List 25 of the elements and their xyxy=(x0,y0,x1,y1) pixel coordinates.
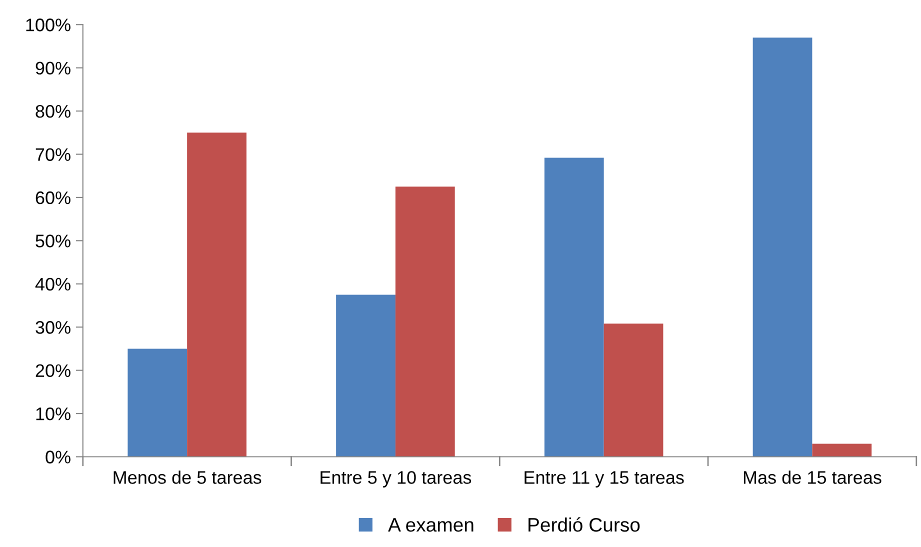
y-tick-label: 90% xyxy=(36,62,70,75)
y-tick-label: 80% xyxy=(36,104,70,118)
bar xyxy=(544,158,604,457)
x-tick-label: Mas de 15 tareas xyxy=(744,470,882,484)
bar xyxy=(604,324,664,457)
y-tick-label: 0% xyxy=(46,450,70,464)
bar xyxy=(187,132,246,457)
y-tick-label: 100% xyxy=(26,18,70,32)
bar xyxy=(395,186,455,457)
y-tick-label: 20% xyxy=(36,364,70,378)
x-tick-label: Entre 11 y 15 tareas xyxy=(524,471,684,488)
y-tick-label: 10% xyxy=(36,407,70,420)
y-tick-label: 60% xyxy=(36,191,70,204)
y-tick-label: 70% xyxy=(36,148,70,161)
bar xyxy=(812,444,872,457)
legend-label: Perdió Curso xyxy=(528,517,640,532)
y-tick-label: 40% xyxy=(35,278,70,291)
y-tick-label: 30% xyxy=(36,321,70,334)
x-tick-label: Menos de 5 tareas xyxy=(114,470,262,484)
bar xyxy=(752,38,812,457)
legend-label: A examen xyxy=(388,518,474,532)
x-tick-label: Entre 5 y 10 tareas xyxy=(320,471,472,488)
y-tick-label: 50% xyxy=(36,234,70,248)
bar xyxy=(128,348,188,457)
bar xyxy=(336,294,396,457)
